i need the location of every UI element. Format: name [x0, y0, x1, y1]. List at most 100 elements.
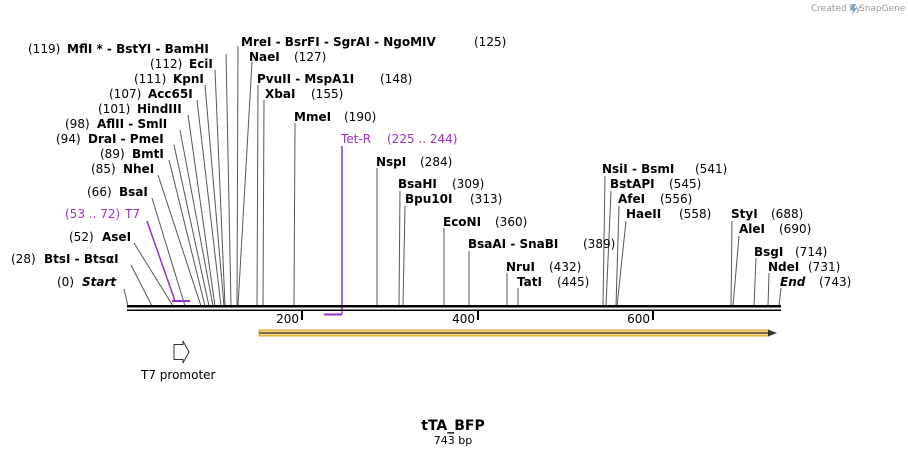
tetr-feature-bar[interactable]: [324, 313, 342, 316]
site-pos-kpni: (111): [134, 72, 166, 86]
site-pos-mfli: (119): [28, 42, 60, 56]
site-name-ecii[interactable]: EciI: [189, 57, 213, 71]
leader-xbai: [262, 99, 265, 307]
map-title: tTA_BFP: [421, 418, 485, 434]
site-name-econi[interactable]: EcoNI: [443, 215, 481, 229]
leader-styi: [730, 220, 733, 307]
site-name-styi[interactable]: StyI: [731, 207, 758, 221]
leader-start: [123, 288, 129, 307]
t7-feature-label[interactable]: T7: [124, 207, 140, 221]
leader-kpni: [204, 84, 225, 307]
leader-mmei: [293, 122, 296, 307]
leader-end: [778, 287, 782, 307]
site-pos-ndei: (731): [808, 260, 840, 274]
credit-brand: SnapGene: [859, 4, 906, 14]
site-name-drai[interactable]: DraI - PmeI: [88, 132, 164, 146]
site-pos-xbai: (155): [311, 87, 343, 101]
site-pos-bsai: (66): [87, 185, 112, 199]
t7-promoter-label: T7 promoter: [140, 368, 216, 382]
site-name-mrei[interactable]: MreI - BsrFI - SgrAI - NgoMIV: [241, 35, 437, 49]
site-name-naei[interactable]: NaeI: [249, 50, 280, 64]
site-name-nsii[interactable]: NsiI - BsmI: [602, 162, 674, 176]
site-name-haeii[interactable]: HaeII: [626, 207, 661, 221]
tetr-feature-label[interactable]: Tet-R: [340, 132, 371, 146]
site-name-xbai[interactable]: XbaI: [265, 87, 295, 101]
site-name-bsaai[interactable]: BsaAI - SnaBI: [468, 237, 558, 251]
leader-drai: [173, 144, 210, 307]
site-leaders: [123, 45, 782, 307]
site-pos-asei: (52): [69, 230, 94, 244]
map-length: 743 bp: [434, 434, 472, 447]
site-name-mfli[interactable]: MflI * - BstYI - BamHI: [67, 42, 209, 56]
site-pos-afei: (556): [660, 192, 692, 206]
site-name-afei[interactable]: AfeI: [618, 192, 645, 206]
site-pos-bsaai: (389): [583, 237, 615, 251]
leader-bsahi: [398, 190, 401, 307]
site-name-bsahi[interactable]: BsaHI: [398, 177, 437, 191]
leader-bpu10i: [402, 205, 406, 307]
site-pos-bpu10i: (313): [470, 192, 502, 206]
site-name-asei[interactable]: AseI: [102, 230, 131, 244]
site-name-start[interactable]: Start: [82, 275, 117, 289]
site-labels: (119) MflI * - BstYI - BamHI (112) EciI …: [11, 35, 851, 289]
site-name-btsi[interactable]: BtsI - BtsαI: [44, 252, 119, 266]
leader-nsii: [602, 175, 606, 307]
site-pos-hindiii: (101): [98, 102, 130, 116]
orf-arrow[interactable]: [258, 329, 777, 337]
site-name-nhei[interactable]: NheI: [123, 162, 154, 176]
site-pos-nsii: (541): [695, 162, 727, 176]
site-name-bmti[interactable]: BmtI: [132, 147, 164, 161]
site-name-acc65i[interactable]: Acc65I: [148, 87, 193, 101]
site-pos-bsgi: (714): [795, 245, 827, 259]
site-pos-bsahi: (309): [452, 177, 484, 191]
tick-label-200: 200: [276, 312, 299, 326]
site-name-ndei[interactable]: NdeI: [768, 260, 799, 274]
site-pos-bmti: (89): [100, 147, 125, 161]
axis: 200 400 600: [276, 311, 654, 326]
site-pos-naei: (127): [294, 50, 326, 64]
site-pos-drai: (94): [56, 132, 81, 146]
leader-t7: [146, 220, 176, 302]
site-name-aflii[interactable]: AflII - SmlI: [97, 117, 167, 131]
site-name-bsai[interactable]: BsaI: [119, 185, 148, 199]
site-pos-tati: (445): [557, 275, 589, 289]
site-pos-end: (743): [819, 275, 851, 289]
site-name-bsgi[interactable]: BsgI: [754, 245, 783, 259]
site-pos-mmei: (190): [344, 110, 376, 124]
site-name-mmei[interactable]: MmeI: [294, 110, 331, 124]
site-pos-bstapi: (545): [669, 177, 701, 191]
leader-naei: [237, 61, 253, 307]
tick-label-400: 400: [452, 312, 475, 326]
leader-mrei: [236, 45, 239, 307]
site-pos-start: (0): [57, 275, 74, 289]
site-name-bpu10i[interactable]: Bpu10I: [405, 192, 452, 206]
site-pos-btsi: (28): [11, 252, 36, 266]
leader-asei: [133, 242, 174, 307]
site-name-kpni[interactable]: KpnI: [173, 72, 204, 86]
site-name-end[interactable]: End: [780, 275, 806, 289]
site-pos-nrui: (432): [549, 260, 581, 274]
leader-btsi: [130, 264, 153, 307]
snapgene-logo-icon: [850, 4, 857, 15]
t7-feature-bar[interactable]: [172, 300, 190, 302]
leader-aflii: [179, 129, 214, 307]
leader-mfli: [225, 53, 232, 307]
leader-hindiii: [187, 114, 216, 307]
site-name-nspi[interactable]: NspI: [376, 155, 406, 169]
site-name-nrui[interactable]: NruI: [506, 260, 535, 274]
site-name-alei[interactable]: AleI: [739, 222, 765, 236]
site-pos-acc65i: (107): [109, 87, 141, 101]
site-name-tati[interactable]: TatI: [517, 275, 542, 289]
leader-bsai: [151, 197, 186, 307]
site-name-hindiii[interactable]: HindIII: [137, 102, 182, 116]
leader-haeii: [616, 220, 627, 307]
leader-acc65i: [196, 99, 222, 307]
tick-label-600: 600: [627, 312, 650, 326]
site-name-pvuii[interactable]: PvuII - MspA1I: [257, 72, 354, 86]
site-name-bstapi[interactable]: BstAPI: [610, 177, 655, 191]
t7-promoter-arrow-icon[interactable]: [173, 340, 190, 364]
site-pos-styi: (688): [771, 207, 803, 221]
site-pos-mrei: (125): [474, 35, 506, 49]
site-pos-alei: (690): [779, 222, 811, 236]
